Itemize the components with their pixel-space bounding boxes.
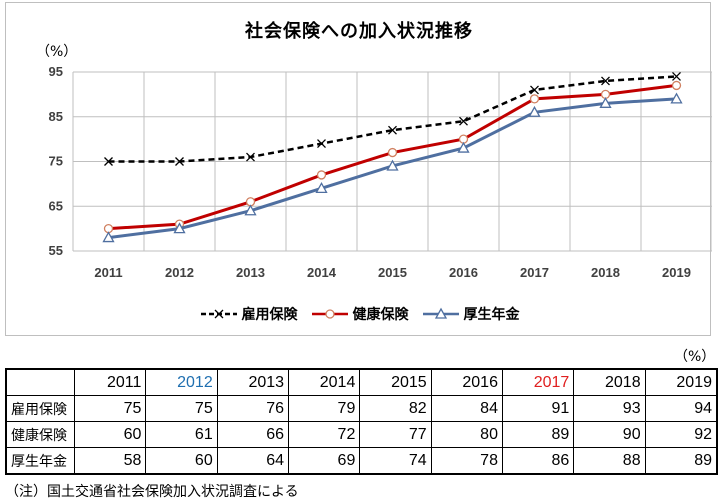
x-tick-label: 2011 (94, 265, 122, 280)
table-cell: 60 (145, 447, 218, 475)
table-cell: 92 (644, 421, 718, 448)
table-cell: 88 (573, 447, 646, 475)
legend-item: 厚生年金 (421, 304, 520, 324)
data-point-kosei (244, 204, 257, 216)
data-point-koyo (601, 76, 610, 86)
table-cell: 77 (359, 421, 432, 448)
x-tick-label: 2019 (662, 265, 691, 280)
x-tick-label: 2012 (165, 265, 194, 280)
table-cell: 58 (74, 447, 147, 475)
table-cell: 75 (74, 395, 147, 422)
legend-label: 雇用保険 (241, 307, 298, 323)
data-point-koyo (530, 85, 539, 95)
table-cell: 69 (288, 447, 361, 475)
data-point-kenko (671, 80, 682, 91)
y-tick-label: 95 (49, 64, 63, 79)
source-note: （注）国土交通省社会保険加入状況調査による (5, 484, 299, 500)
data-point-koyo (104, 157, 113, 166)
table-cell: 76 (216, 395, 290, 422)
y-tick-label: 75 (49, 154, 63, 169)
table-row: 厚生年金 58 60 64 69 74 78 86 88 89 (5, 447, 718, 475)
legend-swatch (422, 307, 459, 319)
data-point-kenko (529, 94, 540, 104)
line-plot: 55 65 75 85 95 2011 2012 2013 2014 2015 2016 2017 20… (49, 64, 712, 280)
table-cell: 80 (430, 421, 503, 448)
legend-label: 厚生年金 (463, 307, 520, 323)
data-point-kenko (387, 147, 398, 158)
table-year-header: 2013 (216, 368, 290, 396)
data-point-kosei (599, 96, 612, 108)
data-point-kenko (316, 170, 327, 180)
chart-title: 社会保険への加入状況推移 (245, 21, 473, 42)
table-row-label: 雇用保険 (5, 395, 76, 422)
x-tick-label: 2018 (591, 265, 620, 280)
table-year-header: 2019 (644, 368, 718, 396)
table-cell: 79 (288, 395, 361, 422)
y-tick-label: 55 (49, 243, 63, 258)
data-point-kosei (102, 231, 115, 243)
data-table: 2011 2012 2013 2014 2015 2016 2017 2018 2019 雇用保… (5, 368, 718, 475)
data-point-kosei (457, 141, 470, 153)
table-corner (5, 368, 76, 396)
table-cell: 89 (644, 447, 718, 475)
table-row: 雇用保険 75 75 76 79 82 84 91 93 94 (5, 395, 718, 422)
chart-area: 社会保険への加入状況推移 （%） 55 65 75 85 95 2011 2012 2013 2… (5, 2, 712, 336)
table-unit: （%） (674, 349, 716, 365)
legend-item: 健康保険 (310, 304, 409, 324)
table-year-header: 2017 (501, 368, 575, 396)
table-year-header: 2014 (288, 368, 361, 396)
table-year-header: 2011 (74, 368, 147, 396)
legend-item: 雇用保険 (199, 304, 298, 324)
data-point-koyo (672, 72, 681, 81)
table-header-row: 2011 2012 2013 2014 2015 2016 2017 2018 2019 (5, 368, 718, 396)
data-point-koyo (246, 152, 255, 162)
data-point-kosei (173, 222, 186, 234)
table-cell: 86 (501, 447, 575, 475)
table-cell: 74 (359, 447, 432, 475)
table-row-label: 厚生年金 (5, 447, 76, 475)
data-point-koyo (388, 125, 397, 135)
legend-label: 健康保険 (352, 307, 409, 323)
table-cell: 90 (573, 421, 646, 448)
x-tick-label: 2014 (307, 265, 337, 280)
table-cell: 82 (359, 395, 432, 422)
table-year-header: 2016 (430, 368, 503, 396)
table-cell: 64 (216, 447, 290, 475)
table-cell: 61 (145, 421, 218, 448)
y-tick-label: 65 (49, 198, 63, 213)
data-point-kosei (315, 182, 328, 193)
data-point-kosei (386, 159, 399, 171)
data-point-koyo (317, 139, 326, 149)
table-row-label: 健康保険 (5, 421, 76, 448)
table-cell: 94 (644, 395, 718, 422)
table-cell: 89 (501, 421, 575, 448)
x-tick-label: 2015 (378, 265, 407, 280)
data-point-kosei (528, 105, 541, 117)
x-tick-label: 2016 (449, 265, 478, 280)
table-cell: 75 (145, 395, 218, 422)
table-year-header: 2018 (573, 368, 646, 396)
data-point-koyo (175, 157, 184, 166)
table-cell: 66 (216, 421, 290, 448)
table-row: 健康保険 60 61 66 72 77 80 89 90 92 (5, 421, 718, 448)
legend-swatch (311, 309, 348, 319)
table-year-header: 2012 (145, 368, 218, 396)
table-cell: 60 (74, 421, 147, 448)
data-point-kosei (670, 92, 683, 104)
table-cell: 72 (288, 421, 361, 448)
table-cell: 91 (501, 395, 575, 422)
y-tick-label: 85 (49, 109, 63, 124)
x-tick-label: 2013 (236, 265, 265, 280)
data-point-koyo (459, 116, 468, 126)
series-line (108, 75, 677, 163)
table-cell: 93 (573, 395, 646, 422)
table-year-header: 2015 (359, 368, 432, 396)
table-cell: 84 (430, 395, 503, 422)
legend-swatch (200, 309, 237, 319)
y-axis-unit: （%） (36, 44, 78, 60)
table-cell: 78 (430, 447, 503, 475)
x-tick-label: 2017 (520, 265, 549, 280)
chart-legend: 雇用保険 健康保険 厚生年金 (6, 304, 712, 325)
